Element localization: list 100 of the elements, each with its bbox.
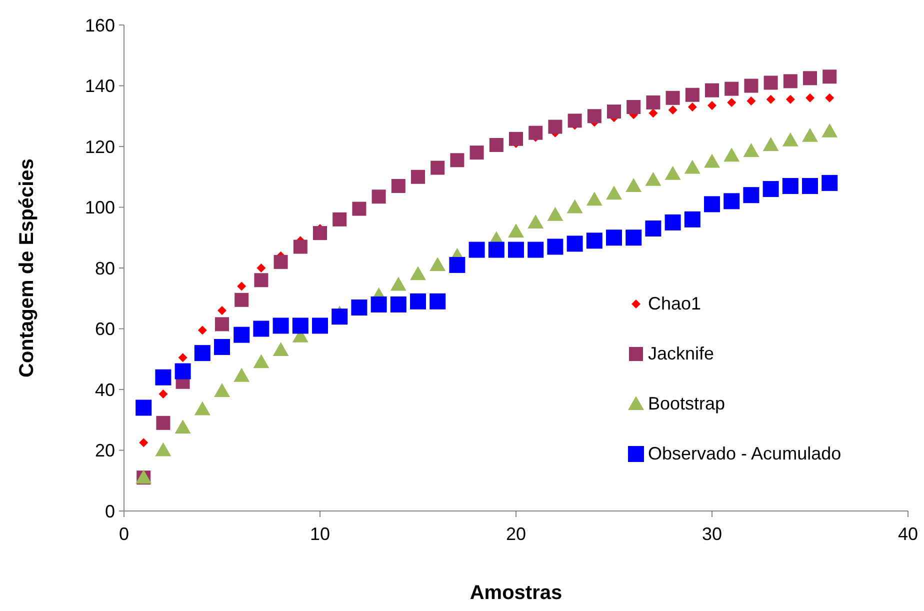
point bbox=[136, 400, 152, 416]
point bbox=[566, 199, 583, 214]
point bbox=[822, 174, 838, 191]
point bbox=[547, 206, 564, 221]
x-axis-title: Amostras bbox=[470, 582, 562, 604]
point bbox=[332, 212, 347, 226]
y-tick-label: 140 bbox=[84, 76, 115, 96]
legend-label: Jacknife bbox=[648, 343, 714, 364]
point bbox=[648, 108, 658, 118]
point bbox=[174, 419, 191, 434]
point bbox=[332, 308, 348, 325]
point bbox=[822, 70, 837, 84]
point bbox=[704, 196, 720, 212]
point bbox=[370, 296, 387, 312]
point bbox=[410, 266, 426, 280]
point bbox=[782, 132, 798, 146]
point bbox=[606, 186, 622, 200]
point bbox=[253, 354, 270, 368]
point bbox=[783, 74, 798, 88]
point bbox=[803, 71, 817, 86]
x-tick-label: 40 bbox=[898, 524, 918, 544]
point bbox=[566, 236, 583, 252]
point bbox=[489, 138, 504, 152]
point bbox=[606, 230, 622, 246]
point bbox=[254, 273, 268, 288]
point bbox=[411, 170, 425, 184]
point bbox=[724, 193, 740, 210]
point bbox=[646, 95, 660, 110]
point bbox=[664, 214, 681, 230]
point bbox=[218, 306, 226, 316]
x-tick-label: 10 bbox=[310, 524, 330, 544]
point bbox=[645, 220, 662, 237]
point bbox=[684, 211, 700, 228]
point bbox=[724, 148, 740, 162]
point bbox=[586, 232, 602, 249]
point bbox=[155, 442, 172, 456]
point bbox=[724, 82, 739, 96]
point bbox=[509, 132, 523, 146]
point bbox=[430, 256, 446, 271]
point bbox=[139, 438, 148, 448]
point bbox=[391, 178, 406, 193]
point bbox=[214, 338, 230, 355]
point bbox=[764, 76, 778, 90]
point bbox=[586, 192, 602, 206]
point bbox=[782, 178, 798, 194]
point bbox=[626, 178, 642, 192]
point bbox=[488, 242, 504, 258]
point bbox=[762, 181, 779, 198]
legend-label: Bootstrap bbox=[648, 393, 726, 414]
point bbox=[743, 143, 760, 158]
x-tick-label: 20 bbox=[506, 524, 526, 544]
y-tick-label: 80 bbox=[94, 258, 115, 278]
point bbox=[470, 146, 484, 160]
point bbox=[215, 317, 229, 332]
point bbox=[410, 293, 426, 310]
point bbox=[786, 94, 795, 104]
point bbox=[626, 230, 642, 246]
point bbox=[194, 345, 210, 362]
point bbox=[822, 123, 838, 138]
point bbox=[352, 202, 366, 216]
point bbox=[528, 214, 544, 228]
point bbox=[802, 178, 818, 194]
y-tick-label: 0 bbox=[104, 501, 115, 522]
point bbox=[664, 166, 681, 180]
point bbox=[234, 326, 250, 343]
point bbox=[508, 224, 524, 238]
point bbox=[156, 416, 170, 430]
point bbox=[668, 106, 678, 115]
point bbox=[468, 242, 485, 258]
point bbox=[390, 276, 406, 291]
point bbox=[194, 401, 210, 416]
point bbox=[806, 93, 814, 102]
y-tick-label: 20 bbox=[94, 440, 115, 461]
point bbox=[351, 299, 368, 316]
point bbox=[292, 318, 308, 334]
point bbox=[684, 160, 700, 174]
point bbox=[178, 353, 188, 362]
point bbox=[253, 320, 270, 337]
point bbox=[626, 100, 641, 114]
point bbox=[198, 326, 207, 335]
point bbox=[256, 264, 266, 272]
point bbox=[234, 368, 250, 382]
point bbox=[704, 154, 720, 168]
y-tick-label: 160 bbox=[84, 15, 115, 36]
point bbox=[666, 90, 680, 105]
point bbox=[449, 256, 466, 273]
point bbox=[766, 94, 776, 104]
point bbox=[155, 369, 172, 386]
point bbox=[825, 93, 834, 102]
point bbox=[645, 172, 662, 186]
point bbox=[274, 254, 288, 269]
point bbox=[708, 100, 716, 110]
point bbox=[528, 126, 543, 140]
point bbox=[174, 363, 191, 380]
point bbox=[744, 78, 758, 93]
point bbox=[234, 292, 249, 307]
point bbox=[430, 293, 446, 310]
point bbox=[312, 318, 328, 334]
legend-label: Chao1 bbox=[648, 293, 702, 314]
point bbox=[587, 109, 602, 124]
